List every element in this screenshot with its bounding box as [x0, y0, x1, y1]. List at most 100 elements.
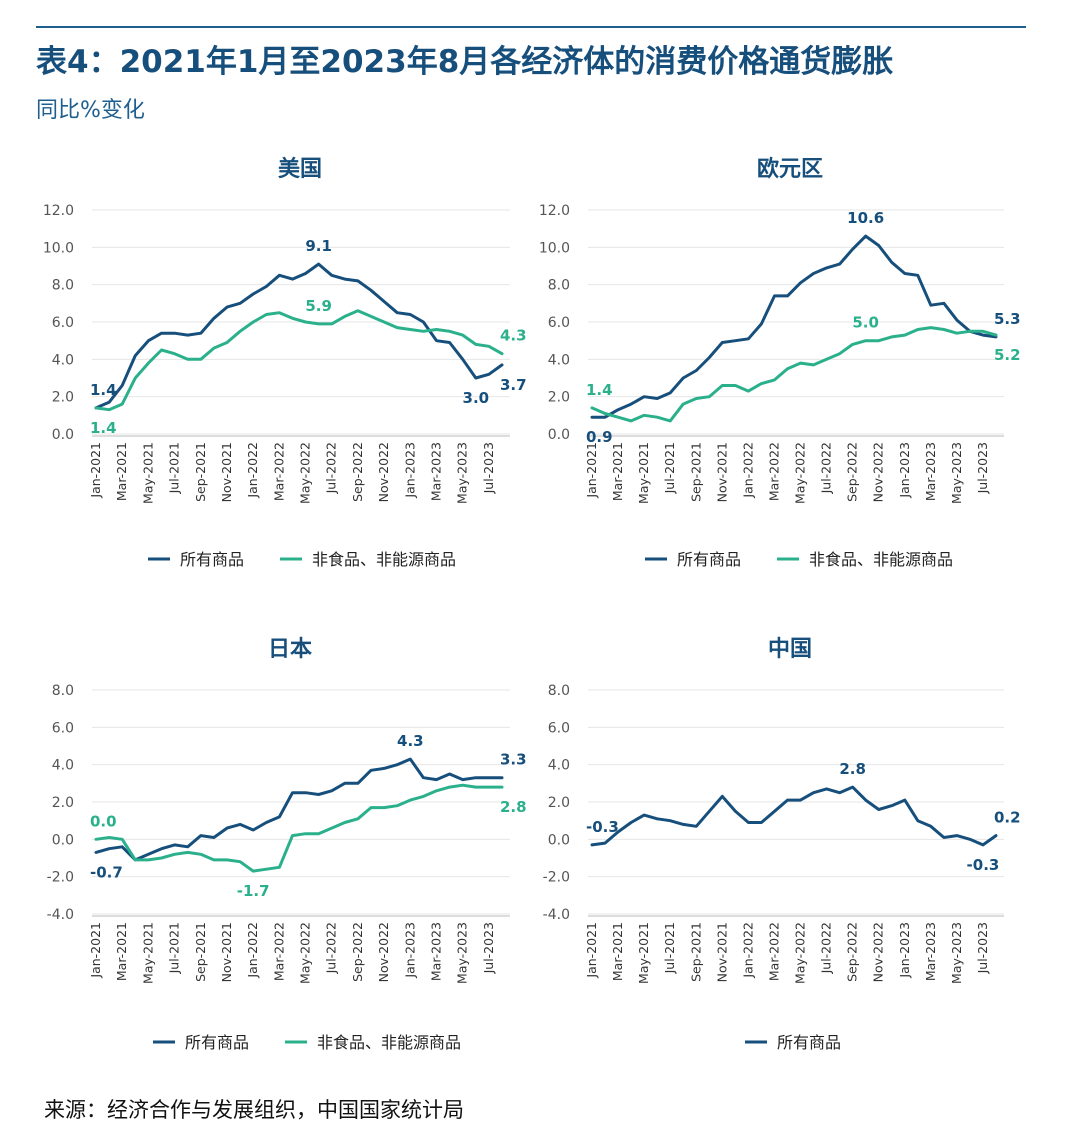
x-tick-label: May-2023: [455, 442, 470, 504]
data-label: -0.7: [90, 863, 123, 881]
x-tick-label: Jul-2023: [975, 922, 990, 974]
y-tick-label: 2.0: [52, 390, 74, 406]
data-label: 5.2: [994, 346, 1021, 364]
series-line-headline: [590, 234, 998, 419]
data-label: 1.4: [90, 381, 117, 399]
x-tick-label: Jul-2022: [819, 442, 834, 494]
data-label: 0.2: [994, 809, 1021, 827]
y-tick-label: 4.0: [548, 352, 570, 368]
x-tick-label: Jul-2023: [481, 442, 496, 494]
page-title: 表4：2021年1月至2023年8月各经济体的消费价格通货膨胀: [36, 44, 894, 80]
x-tick-label: Jan-2021: [584, 442, 599, 499]
x-tick-label: Nov-2021: [219, 442, 234, 502]
x-tick-label: Jan-2022: [245, 442, 260, 499]
legend-label-headline: 所有商品: [185, 1033, 249, 1052]
y-tick-label: 8.0: [548, 278, 570, 294]
y-tick-label: 10.0: [43, 240, 74, 256]
x-tick-label: Mar-2022: [766, 922, 781, 981]
top-rule: [36, 26, 1026, 28]
y-tick-label: 6.0: [52, 720, 74, 736]
x-tick-label: Mar-2023: [923, 442, 938, 501]
y-tick-label: 4.0: [52, 352, 74, 368]
x-tick-label: Jul-2022: [324, 922, 339, 974]
chart-panel-ez: 欧元区 0.0 2.0 4.0 6.0 8.0 10.0 12.0 Jan-2021 Mar-20…: [539, 156, 1021, 569]
legend-label-headline: 所有商品: [777, 1033, 841, 1052]
panel-title-ez: 欧元区: [757, 156, 823, 182]
y-tick-label: 6.0: [548, 315, 570, 331]
legend-label-core: 非食品、非能源商品: [809, 550, 953, 569]
chart-panel-cn: 中国 -4.0 -2.0 0.0 2.0 4.0 6.0 8.0 Jan-2021 Mar-202…: [543, 637, 1021, 1052]
y-tick-label: 4.0: [52, 758, 74, 774]
legend-label-core: 非食品、非能源商品: [317, 1033, 461, 1052]
data-label: 3.0: [463, 389, 490, 407]
x-tick-label: Mar-2022: [271, 442, 286, 501]
x-tick-label: Jan-2022: [740, 922, 755, 979]
x-tick-label: Jul-2021: [167, 442, 182, 494]
x-tick-label: Jan-2023: [402, 442, 417, 499]
series-line-headline: [94, 757, 504, 862]
x-tick-label: Sep-2022: [845, 922, 860, 982]
x-tick-label: Mar-2023: [429, 922, 444, 981]
chart-panel-jp: 日本 -4.0 -2.0 0.0 2.0 4.0 6.0 8.0 Jan-2021 Mar-202…: [47, 637, 527, 1052]
x-tick-label: Nov-2021: [714, 922, 729, 982]
x-tick-label: Jan-2023: [897, 922, 912, 979]
y-tick-label: 12.0: [43, 203, 74, 219]
data-label: 3.7: [500, 376, 527, 394]
legend-label-core: 非食品、非能源商品: [312, 550, 456, 569]
x-tick-label: Mar-2022: [766, 442, 781, 501]
x-tick-label: Jul-2021: [662, 442, 677, 494]
x-tick-label: Nov-2022: [871, 922, 886, 982]
x-tick-label: May-2023: [455, 922, 470, 984]
x-tick-label: Nov-2022: [376, 922, 391, 982]
x-tick-label: Jul-2023: [975, 442, 990, 494]
y-tick-label: 0.0: [548, 832, 570, 848]
x-tick-label: Jul-2022: [324, 442, 339, 494]
y-tick-label: 6.0: [548, 720, 570, 736]
data-label: 1.4: [586, 381, 613, 399]
x-tick-label: Mar-2022: [271, 922, 286, 981]
x-tick-label: Jul-2021: [167, 922, 182, 974]
x-tick-label: Sep-2021: [193, 442, 208, 502]
data-label: 0.9: [586, 428, 613, 446]
x-tick-label: Sep-2022: [350, 922, 365, 982]
legend-label-headline: 所有商品: [180, 550, 244, 569]
x-tick-label: Sep-2021: [688, 442, 703, 502]
y-tick-label: 0.0: [548, 427, 570, 443]
x-tick-label: Sep-2022: [350, 442, 365, 502]
series-line-core: [94, 309, 504, 412]
x-tick-label: Mar-2021: [114, 922, 129, 981]
x-tick-label: Sep-2021: [193, 922, 208, 982]
y-tick-label: 2.0: [548, 390, 570, 406]
x-tick-label: May-2021: [636, 922, 651, 984]
x-tick-label: May-2023: [949, 442, 964, 504]
y-tick-label: 12.0: [539, 203, 570, 219]
y-tick-label: 0.0: [52, 427, 74, 443]
y-tick-label: 4.0: [548, 758, 570, 774]
legend-label-headline: 所有商品: [677, 550, 741, 569]
data-label: 5.9: [305, 297, 332, 315]
x-tick-label: Jan-2021: [88, 442, 103, 499]
x-tick-label: Sep-2021: [688, 922, 703, 982]
y-tick-label: -4.0: [543, 907, 570, 923]
y-tick-label: -4.0: [47, 907, 74, 923]
x-tick-label: Jul-2021: [662, 922, 677, 974]
x-tick-label: Nov-2021: [714, 442, 729, 502]
x-tick-label: Jan-2022: [740, 442, 755, 499]
x-tick-label: May-2021: [140, 922, 155, 984]
panel-title-us: 美国: [278, 156, 322, 182]
x-tick-label: May-2021: [140, 442, 155, 504]
x-tick-label: Jan-2023: [402, 922, 417, 979]
data-label: 2.8: [839, 760, 866, 778]
x-tick-label: May-2022: [793, 922, 808, 984]
data-label: 5.0: [852, 314, 879, 332]
x-tick-label: Mar-2023: [429, 442, 444, 501]
data-label: 4.3: [500, 327, 527, 345]
x-tick-label: Jan-2022: [245, 922, 260, 979]
series-line-headline: [590, 785, 998, 847]
x-tick-label: Mar-2021: [610, 442, 625, 501]
data-label: 0.0: [90, 812, 117, 830]
y-tick-label: -2.0: [47, 870, 74, 886]
page-subtitle: 同比%变化: [36, 98, 145, 123]
x-tick-label: Nov-2022: [871, 442, 886, 502]
